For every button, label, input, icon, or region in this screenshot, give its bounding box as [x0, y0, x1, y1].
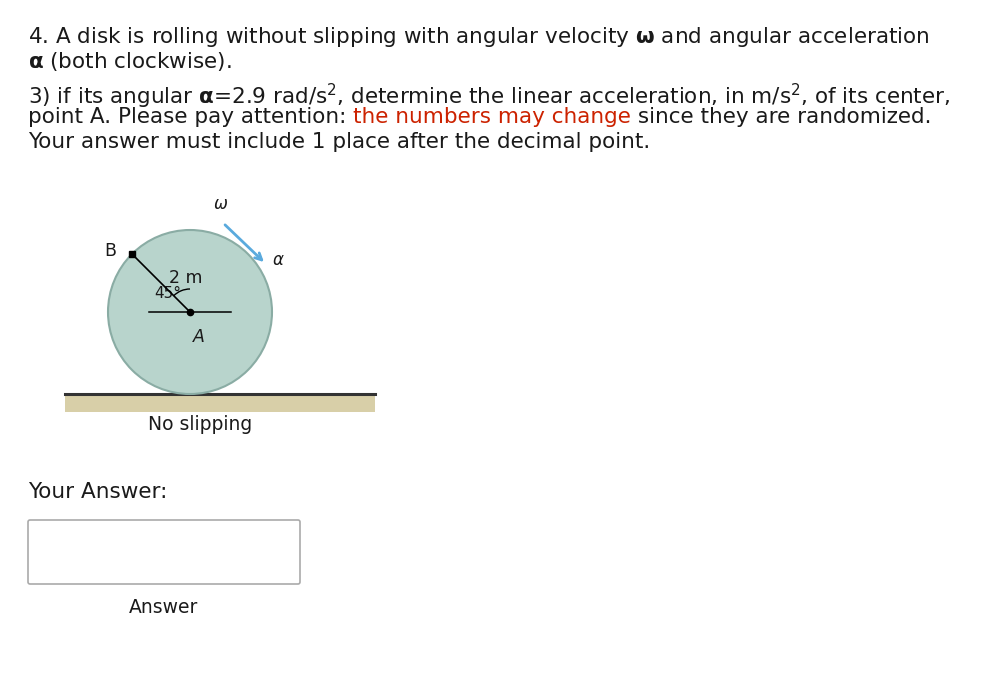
FancyBboxPatch shape — [28, 520, 300, 584]
Text: Answer: Answer — [130, 598, 198, 617]
Circle shape — [108, 230, 272, 394]
Text: $\bf\alpha$ (both clockwise).: $\bf\alpha$ (both clockwise). — [28, 50, 231, 73]
Text: 4. A disk is rolling without slipping with angular velocity $\bf\omega$ and angu: 4. A disk is rolling without slipping wi… — [28, 25, 930, 49]
Text: 2 m: 2 m — [169, 269, 202, 287]
Text: the numbers may change: the numbers may change — [353, 107, 631, 127]
Text: 3) if its angular $\bf\alpha$=2.9 rad/s$^2$, determine the linear acceleration, : 3) if its angular $\bf\alpha$=2.9 rad/s$… — [28, 82, 950, 111]
Text: B: B — [104, 242, 116, 260]
Text: point A. Please pay attention:: point A. Please pay attention: — [28, 107, 353, 127]
Text: Your answer must include 1 place after the decimal point.: Your answer must include 1 place after t… — [28, 132, 650, 152]
Text: $\alpha$: $\alpha$ — [272, 251, 285, 269]
Text: A: A — [193, 328, 204, 346]
Text: No slipping: No slipping — [148, 414, 252, 433]
Text: $\omega$: $\omega$ — [213, 195, 228, 213]
Text: 45°: 45° — [154, 286, 181, 302]
Bar — [65, 394, 375, 412]
Text: since they are randomized.: since they are randomized. — [631, 107, 931, 127]
Text: Your Answer:: Your Answer: — [28, 482, 167, 502]
